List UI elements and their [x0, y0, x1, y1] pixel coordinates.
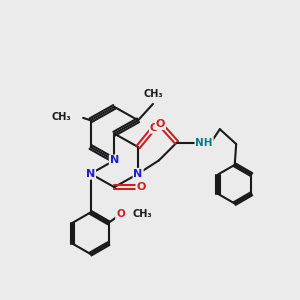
Text: O: O — [136, 182, 146, 192]
Text: O: O — [156, 119, 165, 129]
Text: N: N — [134, 169, 143, 179]
Text: O: O — [150, 123, 159, 133]
Text: CH₃: CH₃ — [132, 209, 152, 219]
Text: CH₃: CH₃ — [52, 112, 71, 122]
Text: O: O — [116, 209, 125, 219]
Text: N: N — [86, 169, 95, 179]
Text: CH₃: CH₃ — [144, 88, 164, 99]
Text: N: N — [110, 155, 119, 165]
Text: NH: NH — [195, 138, 213, 148]
